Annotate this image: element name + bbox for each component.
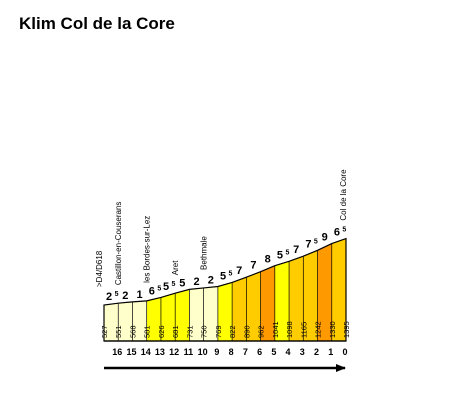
segment-fill [189, 287, 204, 341]
gradient-label: 7 [250, 260, 256, 272]
km-label: 12 [169, 347, 179, 357]
gradient-label: 6 [149, 285, 155, 297]
km-label: 3 [300, 347, 305, 357]
altitude-label: 1098 [285, 321, 294, 338]
gradient-label: 5 [179, 277, 185, 289]
profile-outline-path [103, 237, 347, 342]
segment-fill [317, 243, 332, 341]
gradient-decimal: 5 [342, 227, 346, 234]
altitude-label: 962 [257, 325, 266, 338]
gradient-label: 1 [137, 289, 143, 301]
segment-fill [289, 256, 304, 341]
segment-dividers [117, 243, 333, 341]
gradient-label: 5 [277, 249, 283, 261]
segment-fill [217, 282, 233, 341]
altitude-label: 1395 [342, 321, 351, 338]
altitude-label: 890 [242, 325, 251, 338]
gradient-label: 6 [334, 227, 340, 239]
km-label: 0 [342, 347, 347, 357]
segment-fill [118, 301, 133, 341]
gradient-label: 2 [122, 290, 128, 302]
chart-title: Klim Col de la Core [19, 14, 175, 33]
km-label: 13 [155, 347, 165, 357]
altitude-label: 1242 [314, 321, 323, 338]
segment-fill [146, 297, 161, 341]
km-label: 6 [257, 347, 262, 357]
segment-fill [175, 289, 190, 341]
altitude-label: 626 [157, 325, 166, 338]
gradient-decimal: 5 [285, 249, 289, 256]
gradient-label: 2 [193, 276, 199, 288]
place-label: >D4/D618 [95, 250, 104, 287]
gradient-decimal: 5 [172, 281, 176, 288]
segment-fill [303, 250, 318, 341]
segment-fills [104, 238, 346, 341]
gradient-label: 7 [305, 238, 311, 250]
km-label: 5 [271, 347, 276, 357]
gradient-label: 2 [106, 291, 112, 303]
segment-fill [203, 286, 218, 341]
gradient-labels: 2 5 2 1 6 5 5 5 5 2 2 5 5 7 78 5 5 7 7 5 9 6 5 [106, 227, 346, 304]
place-labels: >D4/D618 Castillon-en-Couserans les Bordes… [95, 169, 348, 287]
altitude-label: 750 [200, 325, 209, 338]
altitude-labels: 527 551 568 581 626 681 731 750 769 822 890 962 1041… [100, 321, 351, 338]
altitude-label: 822 [228, 325, 237, 338]
segment-fill [132, 300, 147, 341]
gradient-label: 8 [265, 254, 271, 266]
km-label: 16 [112, 347, 122, 357]
altitude-label: 1041 [271, 321, 280, 338]
place-label: Col de la Core [339, 169, 348, 221]
place-label: Castillon-en-Couserans [114, 202, 123, 286]
altitude-label: 681 [171, 325, 180, 338]
km-label: 4 [286, 347, 291, 357]
profile-outline [103, 237, 347, 342]
gradient-decimal: 5 [229, 270, 233, 277]
altitude-label: 527 [100, 325, 109, 338]
gradient-label: 7 [236, 265, 242, 277]
km-label: 10 [198, 347, 208, 357]
segment-fill [260, 265, 275, 341]
segment-fill [274, 261, 290, 341]
gradient-label: 9 [322, 232, 328, 244]
segment-fill [246, 271, 261, 341]
km-label: 9 [214, 347, 219, 357]
place-label: Aret [171, 260, 180, 275]
segment-fill [160, 293, 176, 341]
altitude-label: 551 [114, 325, 123, 338]
gradient-decimal: 5 [157, 285, 161, 292]
altitude-label: 769 [214, 325, 223, 338]
segment-fill [232, 277, 247, 341]
km-label: 1 [328, 347, 333, 357]
km-label: 2 [314, 347, 319, 357]
gradient-decimal: 5 [115, 291, 119, 298]
altitude-label: 581 [143, 325, 152, 338]
km-label: 11 [184, 347, 194, 357]
km-labels: 16 15 14 13 12 11 10 9 8 7 6 5 4 3 2 1 0 [112, 347, 347, 357]
gradient-label: 5 [163, 281, 169, 293]
km-label: 15 [126, 347, 136, 357]
km-label: 14 [141, 347, 151, 357]
gradient-label: 7 [293, 244, 299, 256]
place-label: les Bordes-sur-Lez [143, 216, 152, 283]
gradient-label: 2 [208, 274, 214, 286]
km-label: 8 [229, 347, 234, 357]
altitude-label: 731 [185, 325, 194, 338]
segment-fill [331, 238, 346, 341]
gradient-decimal: 5 [314, 238, 318, 245]
segment-fill [104, 303, 119, 341]
altitude-label: 1330 [328, 321, 337, 338]
altitude-label: 1165 [299, 322, 308, 338]
altitude-label: 568 [128, 325, 137, 338]
gradient-label: 5 [220, 270, 226, 282]
place-label: Bethmale [200, 236, 209, 270]
km-label: 7 [243, 347, 248, 357]
